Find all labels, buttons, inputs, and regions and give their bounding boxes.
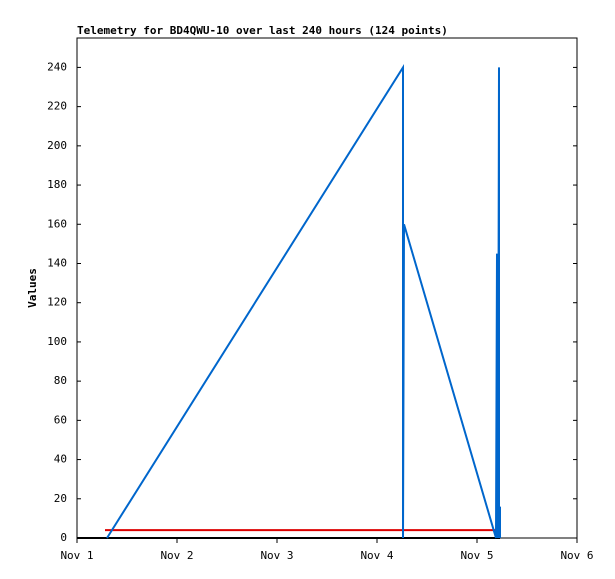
plot-frame — [76, 37, 578, 539]
x-tick-label: Nov 5 — [460, 549, 493, 562]
y-tick-label: 220 — [47, 100, 67, 113]
y-tick-label: 60 — [54, 413, 67, 426]
x-tick-label: Nov 6 — [560, 549, 593, 562]
x-tick-label: Nov 3 — [260, 549, 293, 562]
x-tick-label: Nov 2 — [160, 549, 193, 562]
series-line — [106, 63, 501, 539]
y-tick-label: 40 — [54, 453, 67, 466]
x-tick-label: Nov 1 — [60, 549, 93, 562]
y-tick-label: 140 — [47, 256, 67, 269]
y-axis-label: Values — [26, 268, 39, 308]
y-tick-label: 240 — [47, 60, 67, 73]
chart-title: Telemetry for BD4QWU-10 over last 240 ho… — [77, 24, 448, 37]
y-tick-label: 100 — [47, 335, 67, 348]
y-tick-label: 20 — [54, 492, 67, 505]
y-tick-label: 80 — [54, 374, 67, 387]
y-tick-label: 160 — [47, 217, 67, 230]
y-tick-label: 120 — [47, 296, 67, 309]
y-tick-label: 0 — [60, 531, 67, 544]
y-tick-label: 200 — [47, 139, 67, 152]
y-tick-label: 180 — [47, 178, 67, 191]
x-tick-label: Nov 4 — [360, 549, 393, 562]
